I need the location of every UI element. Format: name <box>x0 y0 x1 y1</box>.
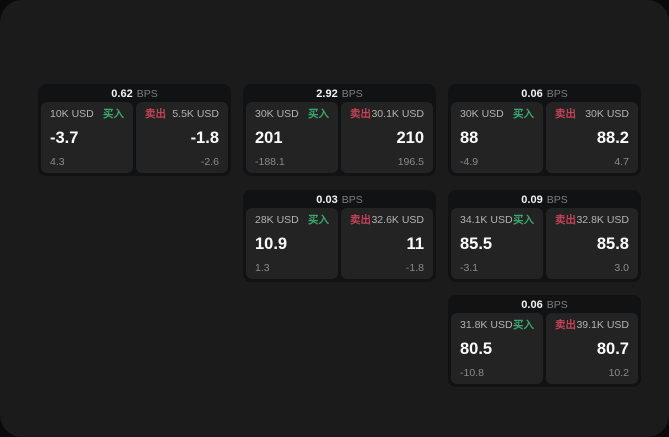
sell-side-label: 卖出 <box>555 108 576 120</box>
buy-price: 85.5 <box>460 234 493 253</box>
sell-price: 80.7 <box>596 339 629 358</box>
sell-delta: 196.5 <box>397 155 424 168</box>
buy-delta: 4.3 <box>50 155 65 168</box>
sell-delta: 3.0 <box>614 261 629 274</box>
buy-price: -3.7 <box>50 128 79 147</box>
quote-panels: 31.8K USD 买入 80.5 -10.8 卖出 39.1K USD 80.… <box>448 312 641 387</box>
buy-delta: -188.1 <box>255 155 285 168</box>
bps-header: 0.03 BPS <box>243 190 436 207</box>
quote-panels: 30K USD 买入 201 -188.1 卖出 30.1K USD 210 1… <box>243 101 436 176</box>
buy-amount: 30K USD <box>460 108 504 120</box>
bps-header: 2.92 BPS <box>243 84 436 101</box>
sell-price: 210 <box>396 128 424 147</box>
sell-panel[interactable]: 卖出 32.8K USD 85.8 3.0 <box>546 208 638 279</box>
buy-delta: -4.9 <box>460 155 479 168</box>
bps-header: 0.09 BPS <box>448 190 641 207</box>
sell-price: -1.8 <box>190 128 219 147</box>
buy-panel[interactable]: 10K USD 买入 -3.7 4.3 <box>41 102 133 173</box>
sell-side-label: 卖出 <box>555 319 576 331</box>
sell-delta: -1.8 <box>405 261 424 274</box>
bps-value: 2.92 <box>316 88 338 100</box>
buy-amount: 30K USD <box>255 108 299 120</box>
quote-card-4: 0.03 BPS 28K USD 买入 10.9 1.3 卖出 32.6K US… <box>243 190 436 282</box>
buy-delta: -3.1 <box>460 261 479 274</box>
sell-price: 88.2 <box>596 128 629 147</box>
buy-delta: -10.8 <box>460 366 484 379</box>
sell-delta: 10.2 <box>608 366 629 379</box>
bps-unit-label: BPS <box>136 88 158 100</box>
buy-delta: 1.3 <box>255 261 270 274</box>
buy-side-label: 买入 <box>513 214 534 226</box>
quote-panels: 30K USD 买入 88 -4.9 卖出 30K USD 88.2 4.7 <box>448 101 641 176</box>
bps-unit-label: BPS <box>341 194 363 206</box>
bps-value: 0.06 <box>521 88 543 100</box>
buy-price: 201 <box>255 128 283 147</box>
quote-card-6: 0.06 BPS 31.8K USD 买入 80.5 -10.8 卖出 39.1… <box>448 295 641 387</box>
sell-side-label: 卖出 <box>350 108 371 120</box>
quote-panels: 28K USD 买入 10.9 1.3 卖出 32.6K USD 11 -1.8 <box>243 207 436 282</box>
sell-price: 11 <box>406 234 424 253</box>
buy-price: 80.5 <box>460 339 493 358</box>
quote-panels: 10K USD 买入 -3.7 4.3 卖出 5.5K USD -1.8 -2.… <box>38 101 231 176</box>
buy-side-label: 买入 <box>308 108 329 120</box>
buy-amount: 28K USD <box>255 214 299 226</box>
buy-side-label: 买入 <box>513 108 534 120</box>
buy-side-label: 买入 <box>513 319 534 331</box>
buy-amount: 34.1K USD <box>460 214 513 226</box>
sell-delta: 4.7 <box>614 155 629 168</box>
bps-header: 0.62 BPS <box>38 84 231 101</box>
buy-panel[interactable]: 30K USD 买入 88 -4.9 <box>451 102 543 173</box>
buy-amount: 31.8K USD <box>460 319 513 331</box>
sell-side-label: 卖出 <box>145 108 166 120</box>
buy-panel[interactable]: 31.8K USD 买入 80.5 -10.8 <box>451 313 543 384</box>
sell-panel[interactable]: 卖出 32.6K USD 11 -1.8 <box>341 208 433 279</box>
bps-value: 0.09 <box>521 194 543 206</box>
bps-value: 0.62 <box>111 88 133 100</box>
bps-unit-label: BPS <box>546 194 568 206</box>
quote-card-2: 2.92 BPS 30K USD 买入 201 -188.1 卖出 30.1K … <box>243 84 436 176</box>
buy-panel[interactable]: 28K USD 买入 10.9 1.3 <box>246 208 338 279</box>
bps-header: 0.06 BPS <box>448 84 641 101</box>
bps-value: 0.06 <box>521 299 543 311</box>
bps-value: 0.03 <box>316 194 338 206</box>
buy-panel[interactable]: 34.1K USD 买入 85.5 -3.1 <box>451 208 543 279</box>
quote-panels: 34.1K USD 买入 85.5 -3.1 卖出 32.8K USD 85.8… <box>448 207 641 282</box>
quote-card-3: 0.06 BPS 30K USD 买入 88 -4.9 卖出 30K USD 8… <box>448 84 641 176</box>
buy-price: 10.9 <box>255 234 288 253</box>
buy-side-label: 买入 <box>103 108 124 120</box>
sell-price: 85.8 <box>596 234 629 253</box>
sell-amount: 30K USD <box>585 108 629 120</box>
quote-card-5: 0.09 BPS 34.1K USD 买入 85.5 -3.1 卖出 32.8K… <box>448 190 641 282</box>
bps-unit-label: BPS <box>546 88 568 100</box>
sell-amount: 30.1K USD <box>371 108 424 120</box>
quote-card-1: 0.62 BPS 10K USD 买入 -3.7 4.3 卖出 5.5K USD… <box>38 84 231 176</box>
sell-panel[interactable]: 卖出 5.5K USD -1.8 -2.6 <box>136 102 228 173</box>
sell-panel[interactable]: 卖出 39.1K USD 80.7 10.2 <box>546 313 638 384</box>
sell-side-label: 卖出 <box>350 214 371 226</box>
buy-panel[interactable]: 30K USD 买入 201 -188.1 <box>246 102 338 173</box>
bps-header: 0.06 BPS <box>448 295 641 312</box>
sell-amount: 5.5K USD <box>172 108 219 120</box>
sell-amount: 39.1K USD <box>576 319 629 331</box>
sell-side-label: 卖出 <box>555 214 576 226</box>
sell-panel[interactable]: 卖出 30K USD 88.2 4.7 <box>546 102 638 173</box>
sell-panel[interactable]: 卖出 30.1K USD 210 196.5 <box>341 102 433 173</box>
buy-price: 88 <box>460 128 479 147</box>
buy-amount: 10K USD <box>50 108 94 120</box>
sell-amount: 32.6K USD <box>371 214 424 226</box>
sell-delta: -2.6 <box>200 155 219 168</box>
bps-unit-label: BPS <box>341 88 363 100</box>
bps-unit-label: BPS <box>546 299 568 311</box>
buy-side-label: 买入 <box>308 214 329 226</box>
sell-amount: 32.8K USD <box>576 214 629 226</box>
